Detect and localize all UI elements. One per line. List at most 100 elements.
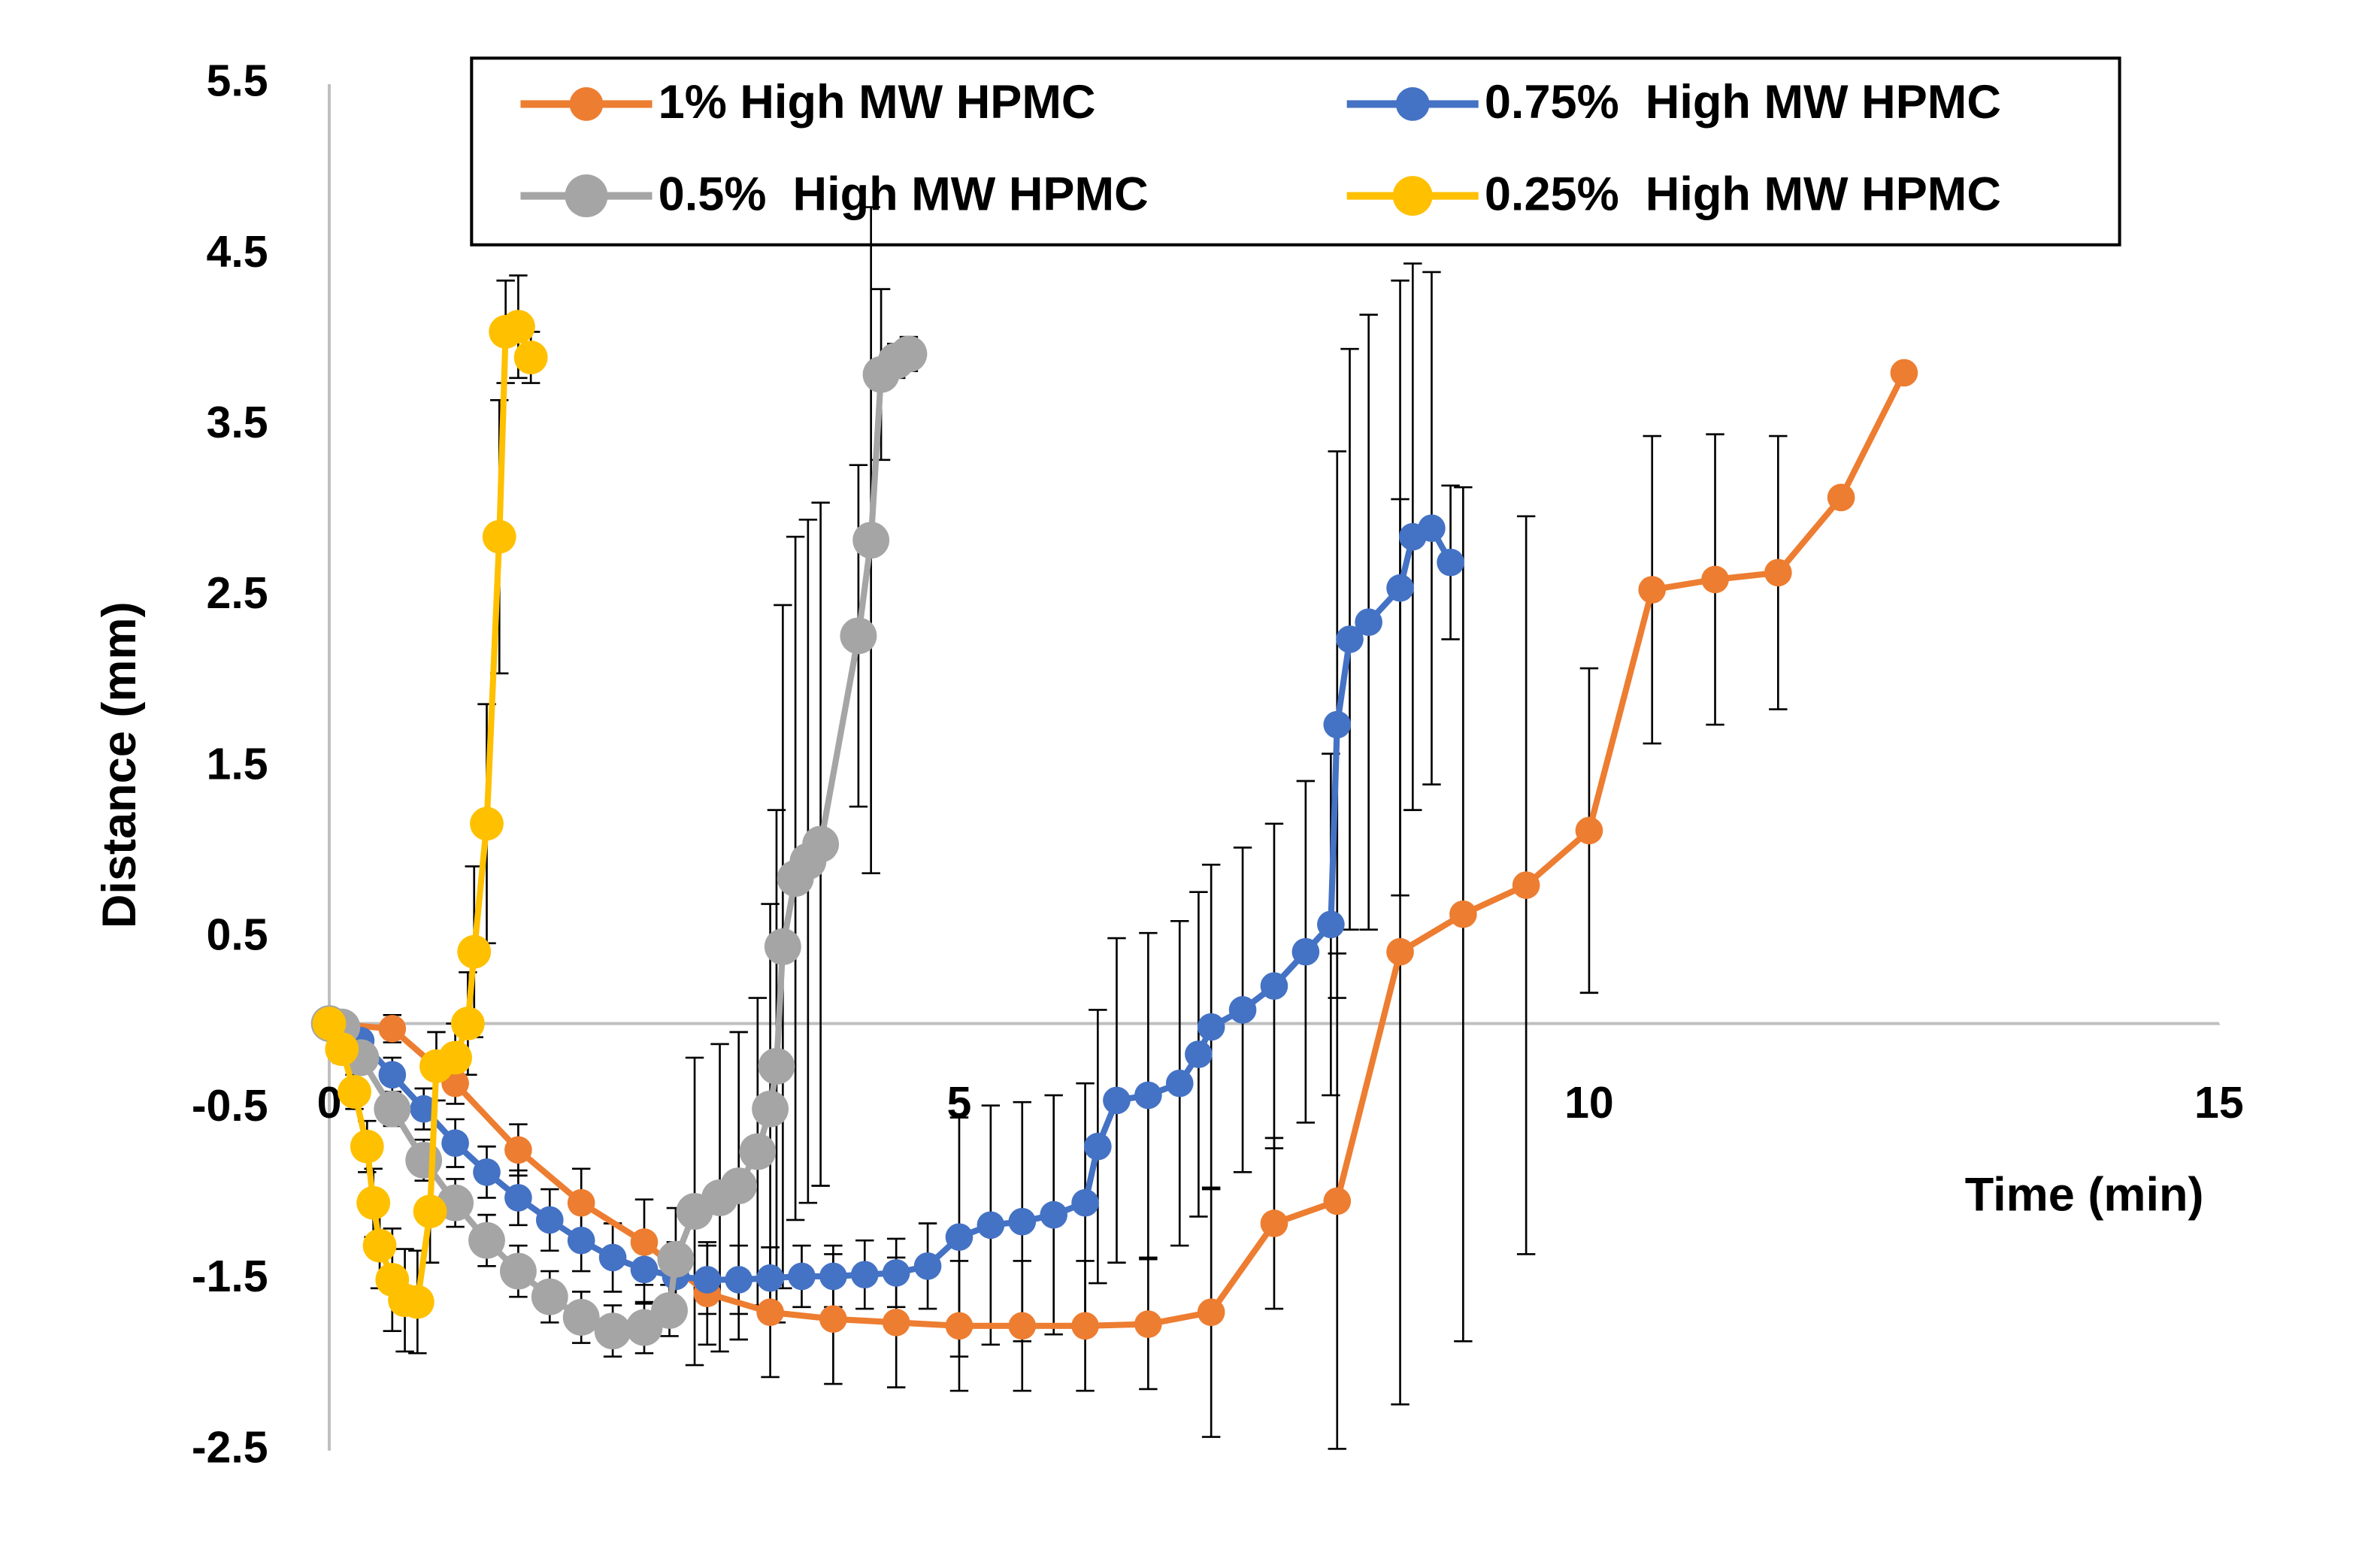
data-point: [567, 1188, 595, 1217]
data-point: [882, 1308, 910, 1337]
data-point: [356, 1185, 391, 1220]
data-point: [657, 1240, 695, 1278]
data-point: [882, 1259, 910, 1287]
data-point: [693, 1266, 722, 1294]
data-point: [499, 1252, 537, 1290]
data-point: [1008, 1207, 1037, 1236]
data-point: [1228, 996, 1257, 1024]
x-tick-label: 0: [317, 1078, 342, 1128]
data-point: [504, 1136, 532, 1164]
data-point: [378, 1061, 407, 1089]
data-point: [945, 1312, 973, 1340]
data-point: [630, 1255, 659, 1284]
legend-swatch-marker: [565, 174, 608, 218]
y-tick-label: 2.5: [207, 568, 268, 618]
data-point: [1323, 710, 1352, 739]
y-axis-title: Distance (mm): [93, 601, 146, 928]
data-point: [504, 1184, 532, 1212]
data-point: [378, 1015, 407, 1043]
data-point: [1418, 514, 1446, 543]
legend-swatch-marker: [1392, 176, 1433, 216]
data-point: [1638, 576, 1667, 604]
data-point: [450, 1007, 485, 1041]
data-point: [410, 1094, 438, 1123]
data-point: [756, 1298, 784, 1326]
data-point: [1185, 1040, 1213, 1068]
data-point: [850, 1261, 879, 1288]
data-point: [890, 335, 928, 373]
data-point: [1165, 1069, 1194, 1097]
data-point: [374, 1090, 411, 1128]
data-point: [482, 519, 516, 554]
data-point: [852, 522, 890, 559]
data-point: [1134, 1310, 1162, 1338]
data-point: [1291, 937, 1320, 966]
data-point: [720, 1167, 758, 1204]
data-point: [468, 1222, 505, 1259]
data-point: [1197, 1298, 1225, 1326]
data-point: [788, 1262, 816, 1291]
data-point: [1355, 608, 1382, 637]
data-point: [1386, 937, 1414, 966]
y-tick-label: 0.5: [207, 910, 268, 960]
data-point: [913, 1252, 942, 1280]
data-point: [1386, 574, 1414, 602]
data-point: [457, 934, 492, 969]
data-point: [535, 1206, 564, 1234]
data-point: [630, 1228, 659, 1256]
data-point: [501, 310, 535, 344]
y-tick-label: -1.5: [192, 1252, 268, 1301]
y-tick-label: 3.5: [207, 398, 268, 447]
data-point: [802, 825, 840, 863]
data-point: [1323, 1187, 1352, 1215]
data-point: [1890, 359, 1918, 387]
data-point: [1260, 1209, 1288, 1237]
data-point: [764, 928, 801, 965]
data-point: [651, 1291, 688, 1329]
y-tick-label: 5.5: [207, 56, 268, 106]
data-point: [1134, 1081, 1162, 1110]
y-tick-label: -2.5: [192, 1422, 268, 1472]
data-point: [562, 1299, 600, 1336]
data-point: [1008, 1312, 1037, 1340]
data-point: [1103, 1086, 1131, 1115]
data-point: [400, 1285, 435, 1319]
data-point: [840, 617, 877, 655]
data-point: [567, 1226, 595, 1255]
data-point: [470, 807, 504, 841]
data-point: [1764, 559, 1792, 587]
data-point: [1084, 1132, 1112, 1161]
data-point: [1437, 548, 1464, 577]
data-point: [441, 1129, 469, 1158]
data-point: [819, 1305, 847, 1334]
data-point: [513, 341, 548, 374]
data-point: [438, 1040, 472, 1075]
data-point: [473, 1158, 501, 1186]
data-point: [739, 1133, 777, 1170]
legend-label: 1% High MW HPMC: [659, 76, 1096, 129]
data-point: [1071, 1188, 1099, 1217]
data-point: [945, 1223, 973, 1251]
y-tick-label: 4.5: [207, 227, 268, 277]
x-axis-title: Time (min): [1965, 1168, 2204, 1221]
data-point: [325, 1032, 359, 1067]
data-point: [1040, 1200, 1067, 1229]
legend-swatch-marker: [1395, 87, 1430, 121]
legend-box: [470, 56, 2121, 247]
data-point: [1512, 871, 1540, 899]
data-point: [1827, 483, 1855, 512]
data-point: [1701, 565, 1729, 594]
data-point: [531, 1278, 568, 1315]
legend-swatch-marker: [569, 87, 604, 121]
data-point: [1575, 816, 1603, 845]
data-point: [1317, 910, 1345, 939]
data-point: [405, 1141, 443, 1179]
legend-label: 0.5% High MW HPMC: [659, 168, 1149, 220]
data-point: [1260, 972, 1288, 1000]
y-tick-label: -0.5: [192, 1081, 268, 1131]
data-point: [1449, 900, 1477, 928]
data-point: [758, 1048, 795, 1085]
data-point: [338, 1075, 371, 1109]
legend-label: 0.25% High MW HPMC: [1485, 168, 2001, 220]
